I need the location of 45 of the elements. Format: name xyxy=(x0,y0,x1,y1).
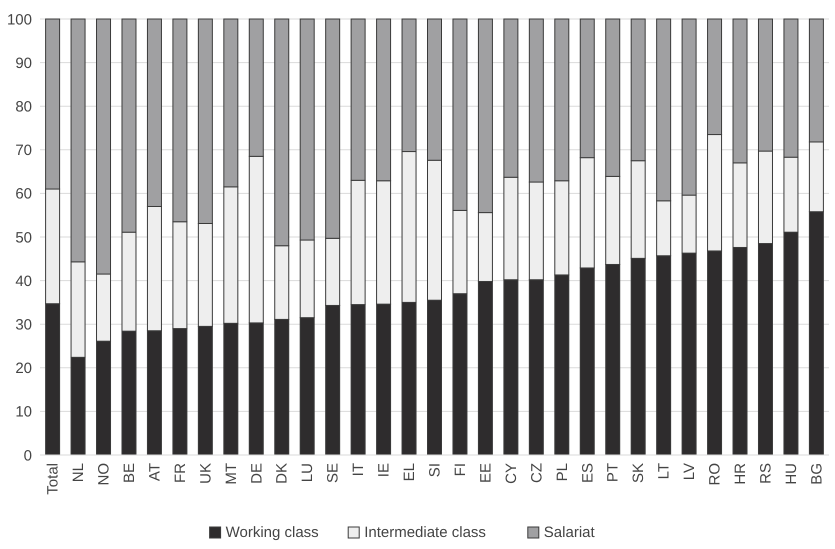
x-tick-label: CZ xyxy=(528,463,546,483)
x-tick-label: LU xyxy=(299,463,316,482)
y-tick-label: 90 xyxy=(15,54,32,72)
x-tick-label: BG xyxy=(808,463,826,485)
x-tick-label: IE xyxy=(376,463,393,478)
y-tick-label: 70 xyxy=(15,142,32,160)
x-tick-label: BE xyxy=(120,463,138,484)
legend-label: Working class xyxy=(226,524,319,541)
y-tick-label: 60 xyxy=(15,186,32,203)
legend-label: Salariat xyxy=(544,524,596,541)
x-tick-label: DE xyxy=(248,463,266,484)
x-tick-label: RS xyxy=(757,463,774,484)
x-tick-label: MT xyxy=(222,463,240,485)
x-tick-label: AT xyxy=(146,463,164,482)
y-tick-label: 20 xyxy=(15,360,32,378)
x-tick-label: Total xyxy=(44,463,62,495)
x-tick-label: IT xyxy=(350,463,368,476)
x-tick-label: HR xyxy=(732,462,750,485)
x-tick-label: RO xyxy=(706,463,724,486)
x-tick-label: ES xyxy=(579,463,596,484)
x-tick-label: CY xyxy=(502,463,520,484)
x-tick-label: DK xyxy=(274,463,291,484)
x-tick-label: EE xyxy=(477,463,494,484)
y-tick-label: 50 xyxy=(15,229,32,246)
y-tick-label: 10 xyxy=(15,404,32,421)
x-tick-label: FI xyxy=(452,463,469,476)
x-tick-label: SK xyxy=(630,463,648,484)
x-tick-label: SI xyxy=(426,463,444,478)
x-tick-label: FR xyxy=(172,462,189,483)
x-tick-label: LV xyxy=(681,463,698,480)
y-tick-label: 30 xyxy=(15,316,32,334)
y-tick-label: 40 xyxy=(15,272,32,290)
x-tick-label: PT xyxy=(604,463,622,482)
y-tick-label: 100 xyxy=(6,11,32,28)
y-tick-label: 0 xyxy=(24,447,32,464)
legend-label: Intermediate class xyxy=(364,524,486,541)
x-tick-label: HU xyxy=(782,463,800,485)
x-tick-label: UK xyxy=(197,463,214,484)
x-tick-label: NO xyxy=(96,463,113,486)
y-tick-label: 80 xyxy=(15,98,32,116)
x-tick-label: LT xyxy=(656,463,673,480)
x-tick-label: PL xyxy=(554,463,571,482)
x-tick-label: SE xyxy=(324,463,342,484)
x-tick-label: NL xyxy=(70,463,88,482)
x-tick-label: EL xyxy=(401,463,418,482)
